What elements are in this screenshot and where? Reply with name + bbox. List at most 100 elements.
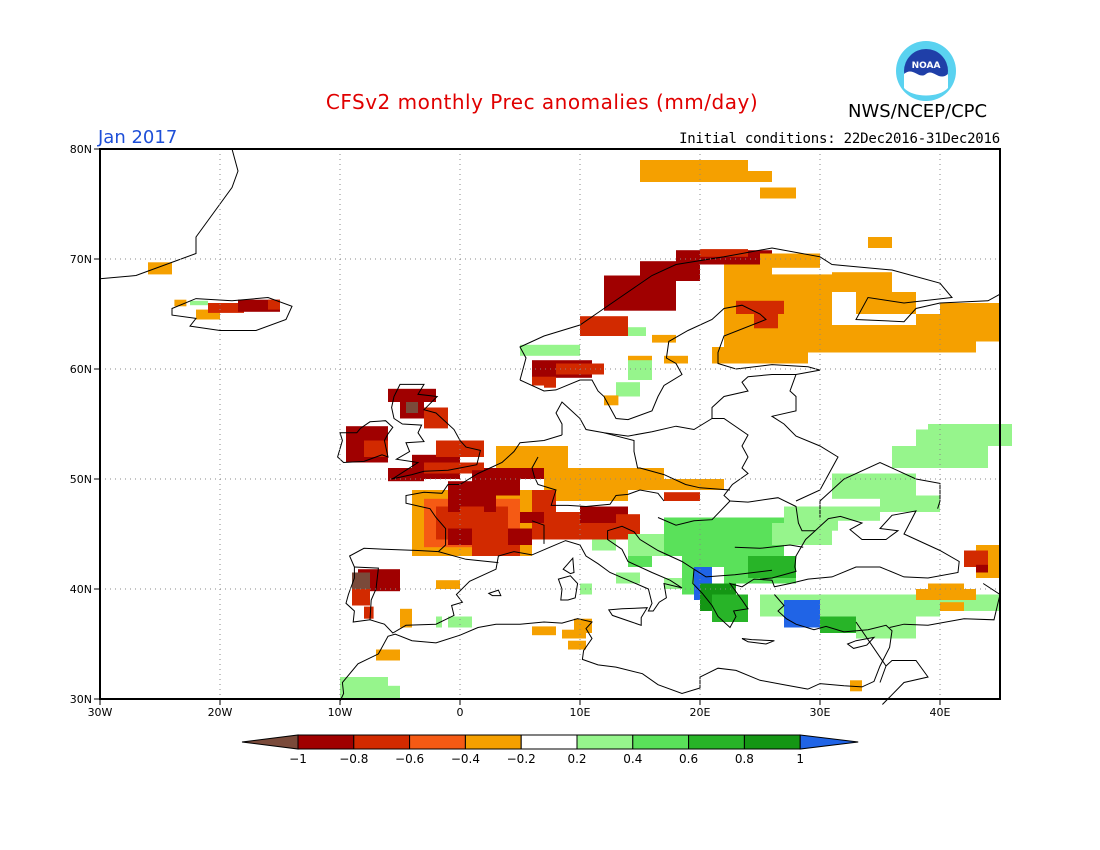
anomaly-cell	[532, 376, 556, 386]
colorbar-label: −0.6	[395, 752, 424, 766]
coastline	[846, 636, 876, 649]
coastline	[531, 520, 545, 544]
anomaly-cell	[832, 473, 916, 499]
anomaly-cell	[628, 327, 646, 336]
anomaly-cell	[640, 160, 748, 182]
anomaly-cell	[832, 272, 892, 292]
anomaly-cell	[460, 506, 484, 523]
colorbar-segment	[688, 734, 745, 750]
anomaly-cell	[604, 395, 619, 406]
colorbar-label: −0.8	[339, 752, 368, 766]
anomaly-cell	[364, 440, 388, 457]
coastline	[607, 607, 649, 627]
anomaly-cell	[406, 402, 418, 413]
lat-tick-label: 50N	[70, 473, 92, 486]
coastline	[557, 575, 579, 601]
lon-tick-label: 30E	[810, 706, 831, 719]
lat-tick-label: 60N	[70, 363, 92, 376]
anomaly-cell	[796, 616, 820, 628]
coastlines	[99, 148, 1001, 705]
colorbar: −1 −0.8 −0.6 −0.4 −0.2 0.2 0.4 0.6 0.8 1	[241, 734, 859, 766]
anomaly-cell	[850, 680, 862, 692]
logo-text: NOAA	[912, 61, 941, 71]
valid-month: Jan 2017	[98, 127, 178, 148]
anomaly-cell	[520, 344, 556, 356]
anomaly-cell	[562, 629, 586, 639]
anomaly-cell	[712, 347, 808, 364]
anomaly-cell	[424, 407, 448, 429]
initial-conditions: Initial conditions: 22Dec2016-31Dec2016	[679, 131, 1000, 147]
anomaly-cell	[424, 462, 484, 474]
coastline	[171, 296, 293, 331]
agency-label: NWS/NCEP/CPC	[848, 101, 988, 122]
anomaly-cell	[448, 528, 472, 545]
coastline	[774, 594, 893, 690]
coastline	[519, 304, 821, 437]
anomaly-cell	[436, 580, 460, 589]
anomaly-cell	[436, 440, 484, 457]
anomaly-cell	[700, 249, 748, 257]
anomaly-cell	[148, 262, 172, 275]
coastline	[657, 500, 731, 526]
anomaly-cell	[574, 618, 592, 633]
lon-tick-label: 40E	[930, 706, 951, 719]
lon-tick-label: 20W	[208, 706, 233, 719]
colorbar-segment	[520, 734, 578, 750]
anomaly-cell	[592, 539, 616, 551]
anomaly-cell	[556, 344, 580, 356]
lon-tick-label: 0	[457, 706, 464, 719]
colorbar-label: 0.6	[679, 752, 698, 766]
coastline	[531, 456, 665, 508]
lat-tick-label: 80N	[70, 143, 92, 156]
anomaly-cell	[268, 299, 280, 310]
coastline	[562, 556, 575, 575]
axis-ticks: 30W 20W 10W 0 10E 20E 30E 40E 30N 40N 50N 60N 70N 80N	[70, 143, 951, 719]
anomaly-cell	[208, 303, 244, 313]
anomaly-cell	[436, 616, 442, 628]
anomaly-cell	[400, 608, 412, 628]
anomaly-cell	[712, 594, 748, 622]
anomaly-cell	[664, 355, 688, 364]
coastline	[855, 621, 887, 683]
anomaly-cell	[640, 261, 700, 281]
coastline	[391, 383, 482, 480]
anomaly-cell	[628, 479, 724, 490]
lat-tick-label: 70N	[70, 253, 92, 266]
anomaly-cell	[364, 606, 374, 619]
colorbar-label: 0.4	[623, 752, 642, 766]
anomaly-cell	[964, 550, 988, 567]
anomaly-cell	[496, 446, 532, 468]
lon-tick-label: 10E	[570, 706, 591, 719]
anomaly-cell	[604, 275, 676, 311]
anomaly-cell	[568, 640, 586, 650]
colorbar-segment	[464, 734, 522, 750]
coastline	[438, 551, 499, 564]
anomaly-cell	[340, 685, 400, 699]
chart-title: CFSv2 monthly Prec anomalies (mm/day)	[325, 90, 759, 114]
anomaly-cell	[868, 237, 892, 248]
anomaly-cell	[832, 506, 880, 521]
coastline	[693, 568, 773, 578]
anomaly-cell	[616, 382, 640, 397]
colorbar-label: 1	[796, 752, 804, 766]
colorbar-label: 0.2	[567, 752, 586, 766]
anomaly-cell	[976, 564, 988, 573]
anomaly-cell	[352, 572, 370, 589]
anomaly-cell	[448, 616, 472, 628]
anomaly-cell	[628, 556, 652, 567]
anomaly-cell	[736, 300, 784, 314]
colorbar-label: −1	[289, 752, 307, 766]
colorbar-arrow-right	[799, 734, 859, 750]
coastline	[339, 618, 809, 702]
coastline	[734, 544, 804, 549]
anomaly-cell	[532, 626, 556, 636]
anomaly-cell	[754, 314, 778, 329]
anomaly-cell	[544, 382, 556, 388]
coastline	[337, 420, 394, 464]
anomaly-cell	[616, 514, 640, 534]
lat-tick-label: 30N	[70, 693, 92, 706]
colorbar-label: 0.8	[735, 752, 754, 766]
anomaly-cell	[174, 299, 187, 307]
lon-tick-label: 10W	[328, 706, 353, 719]
